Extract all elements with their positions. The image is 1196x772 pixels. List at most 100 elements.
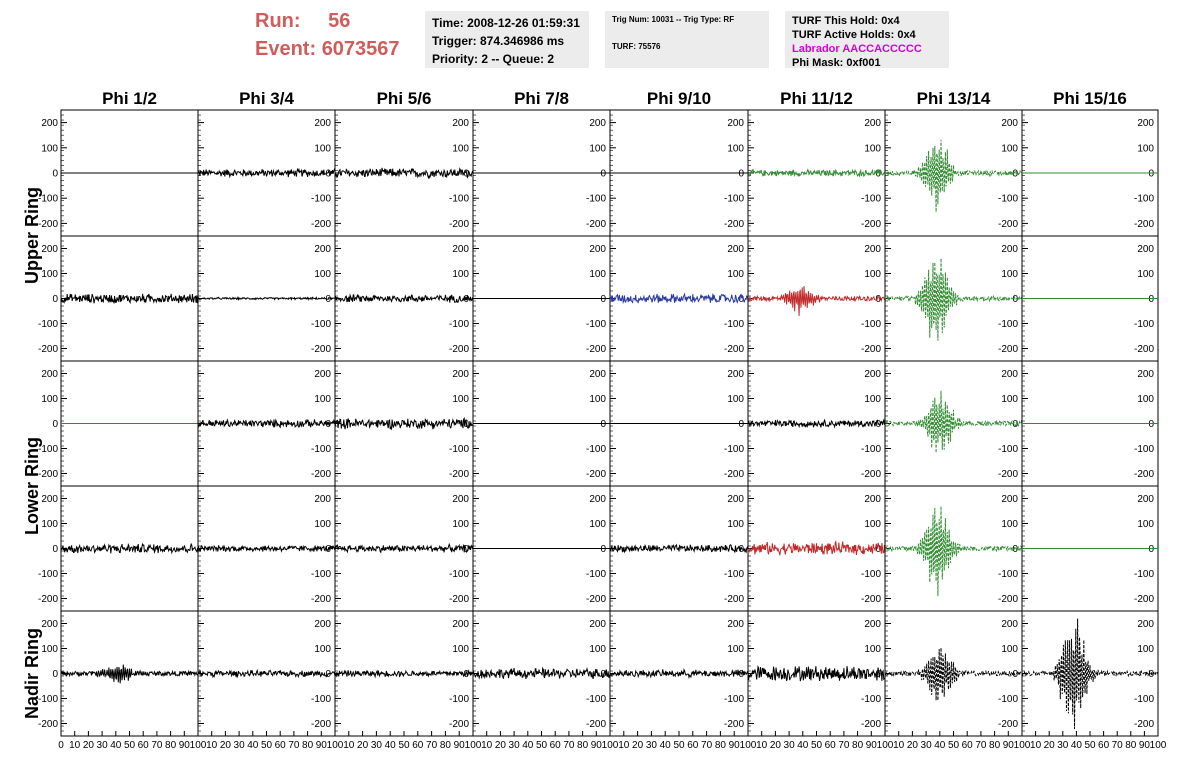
- y-tick-label: 100: [864, 143, 881, 154]
- y-tick-label: -200: [1134, 219, 1154, 230]
- x-tick-label: 60: [550, 740, 562, 751]
- phi-mask-text: Phi Mask: 0xf001: [792, 57, 881, 69]
- x-tick-label: 10: [69, 740, 81, 751]
- x-tick-label: 10: [206, 740, 218, 751]
- waveform-trace: [472, 666, 611, 680]
- x-tick-label: 50: [673, 740, 685, 751]
- y-tick-label: 0: [52, 419, 58, 430]
- y-tick-label: -100: [449, 444, 469, 455]
- y-tick-label: -200: [861, 719, 881, 730]
- x-tick-label: 30: [234, 740, 246, 751]
- y-tick-label: 0: [52, 544, 58, 555]
- y-tick-label: 100: [41, 644, 58, 655]
- x-tick-label: 30: [371, 740, 383, 751]
- y-tick-label: 100: [1001, 143, 1018, 154]
- y-tick-label: 0: [738, 419, 744, 430]
- y-tick-label: 200: [452, 244, 469, 255]
- y-tick-label: -200: [861, 219, 881, 230]
- x-tick-label: 40: [247, 740, 259, 751]
- x-tick-label: 100: [877, 740, 894, 751]
- y-tick-label: 200: [727, 494, 744, 505]
- waveform-trace: [197, 544, 336, 553]
- y-tick-label: -100: [1134, 569, 1154, 580]
- waveform-trace: [197, 668, 336, 679]
- y-tick-label: 200: [1001, 244, 1018, 255]
- y-tick-label: 200: [864, 244, 881, 255]
- x-tick-label: 100: [1014, 740, 1031, 751]
- priority-text: Priority: 2 -- Queue: 2: [432, 52, 555, 66]
- column-header: Phi 1/2: [102, 89, 157, 108]
- y-tick-label: 200: [864, 619, 881, 630]
- y-tick-label: 200: [864, 118, 881, 129]
- y-tick-label: -200: [998, 469, 1018, 480]
- event-label: Event:: [255, 38, 317, 60]
- row-label: Nadir Ring: [22, 628, 42, 719]
- x-tick-label: 60: [412, 740, 424, 751]
- y-tick-label: -200: [38, 469, 58, 480]
- y-tick-label: -100: [38, 569, 58, 580]
- y-tick-label: -100: [586, 194, 606, 205]
- y-tick-label: -200: [998, 219, 1018, 230]
- waveform-trace: [334, 167, 474, 180]
- y-tick-label: -100: [861, 319, 881, 330]
- y-tick-label: -100: [998, 319, 1018, 330]
- y-tick-label: -200: [449, 219, 469, 230]
- x-tick-label: 100: [1150, 740, 1167, 751]
- y-tick-label: -200: [998, 719, 1018, 730]
- y-tick-label: 100: [1137, 143, 1154, 154]
- column-header: Phi 11/12: [780, 89, 853, 108]
- y-tick-label: 100: [1001, 394, 1018, 405]
- waveform-trace: [197, 167, 336, 179]
- x-tick-label: 60: [687, 740, 699, 751]
- x-tick-label: 20: [357, 740, 369, 751]
- y-tick-label: -100: [998, 569, 1018, 580]
- y-tick-label: -100: [311, 694, 331, 705]
- x-tick-label: 10: [756, 740, 768, 751]
- y-tick-label: 200: [1001, 494, 1018, 505]
- y-tick-label: 200: [1137, 244, 1154, 255]
- x-tick-label: 100: [190, 740, 207, 751]
- y-tick-label: 100: [452, 394, 469, 405]
- y-tick-label: 100: [864, 644, 881, 655]
- x-tick-label: 10: [343, 740, 355, 751]
- x-tick-label: 70: [975, 740, 987, 751]
- x-tick-label: 100: [602, 740, 619, 751]
- y-tick-label: 100: [314, 644, 331, 655]
- y-tick-label: -200: [724, 344, 744, 355]
- x-tick-label: 40: [385, 740, 397, 751]
- y-tick-label: 100: [727, 143, 744, 154]
- y-tick-label: 0: [600, 419, 606, 430]
- y-tick-label: -200: [586, 344, 606, 355]
- x-tick-label: 20: [495, 740, 507, 751]
- y-tick-label: 200: [864, 494, 881, 505]
- y-tick-label: -100: [998, 444, 1018, 455]
- y-tick-label: 200: [727, 118, 744, 129]
- y-tick-label: -100: [586, 444, 606, 455]
- y-tick-label: 100: [1001, 269, 1018, 280]
- y-tick-label: 200: [589, 244, 606, 255]
- x-tick-label: 60: [825, 740, 837, 751]
- row-label: Lower Ring: [22, 437, 42, 535]
- x-tick-label: 90: [179, 740, 191, 751]
- y-tick-label: -200: [586, 594, 606, 605]
- y-tick-label: 0: [52, 169, 58, 180]
- y-tick-label: 200: [1137, 118, 1154, 129]
- y-tick-label: -200: [311, 344, 331, 355]
- x-tick-label: 80: [1125, 740, 1137, 751]
- x-tick-label: 40: [934, 740, 946, 751]
- event-value: 6073567: [321, 38, 400, 60]
- y-tick-label: -100: [38, 694, 58, 705]
- y-tick-label: -100: [724, 444, 744, 455]
- x-tick-label: 50: [536, 740, 548, 751]
- turf-this-hold: TURF This Hold: 0x4: [792, 15, 900, 27]
- y-tick-label: 0: [875, 544, 881, 555]
- y-tick-label: 100: [314, 269, 331, 280]
- waveform-trace: [197, 295, 336, 302]
- y-tick-label: 200: [1001, 619, 1018, 630]
- y-tick-label: -100: [1134, 319, 1154, 330]
- y-tick-label: 100: [727, 394, 744, 405]
- y-tick-label: -200: [449, 594, 469, 605]
- y-tick-label: -100: [861, 194, 881, 205]
- x-tick-label: 70: [1112, 740, 1124, 751]
- x-tick-label: 90: [1003, 740, 1015, 751]
